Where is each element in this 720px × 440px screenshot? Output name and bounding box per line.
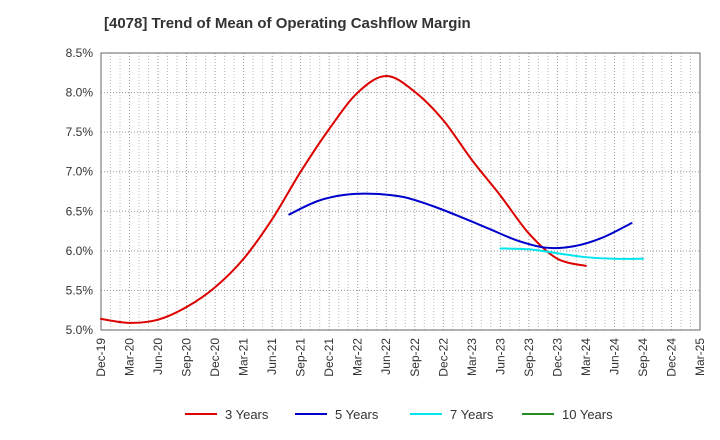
y-tick-label: 6.5%: [66, 204, 94, 218]
x-tick-label: Sep-24: [636, 338, 650, 377]
x-tick-label: Dec-23: [550, 338, 564, 377]
x-tick-label: Dec-20: [208, 338, 222, 377]
legend-label-7-years: 7 Years: [450, 407, 494, 422]
x-tick-label: Mar-24: [579, 338, 593, 376]
legend-label-3-years: 3 Years: [225, 407, 269, 422]
y-tick-label: 6.0%: [66, 244, 94, 258]
series-line-3-years: [100, 74, 587, 324]
x-tick-label: Mar-21: [237, 338, 251, 376]
x-tick-label: Sep-22: [408, 338, 422, 377]
x-tick-label: Sep-23: [522, 338, 536, 377]
y-tick-label: 7.0%: [66, 165, 94, 179]
series-line-7-years: [499, 247, 644, 260]
chart-title: [4078] Trend of Mean of Operating Cashfl…: [104, 15, 471, 32]
x-tick-label: Sep-21: [294, 338, 308, 377]
legend-label-5-years: 5 Years: [335, 407, 379, 422]
plot-area: [101, 53, 700, 330]
x-tick-label: Sep-20: [180, 338, 194, 377]
x-tick-label: Jun-20: [151, 338, 165, 375]
x-tick-label: Mar-20: [123, 338, 137, 376]
series-line-5-years: [288, 192, 633, 250]
x-tick-label: Jun-21: [265, 338, 279, 375]
x-tick-label: Dec-21: [322, 338, 336, 377]
x-tick-label: Jun-22: [379, 338, 393, 375]
y-tick-label: 8.0%: [66, 86, 94, 100]
plot-frame: [100, 52, 701, 331]
x-tick-label: Mar-22: [351, 338, 365, 376]
y-tick-label: 5.5%: [66, 283, 94, 297]
y-tick-label: 5.0%: [66, 323, 94, 337]
y-tick-label: 7.5%: [66, 125, 94, 139]
x-tick-label: Dec-24: [664, 338, 678, 377]
x-tick-label: Jun-23: [493, 338, 507, 375]
x-tick-label: Jun-24: [607, 338, 621, 375]
x-tick-label: Mar-25: [693, 338, 707, 376]
y-tick-label: 8.5%: [66, 46, 94, 60]
x-tick-label: Dec-22: [436, 338, 450, 377]
x-tick-label: Dec-19: [94, 338, 108, 377]
x-tick-label: Mar-23: [465, 338, 479, 376]
legend-label-10-years: 10 Years: [562, 407, 613, 422]
